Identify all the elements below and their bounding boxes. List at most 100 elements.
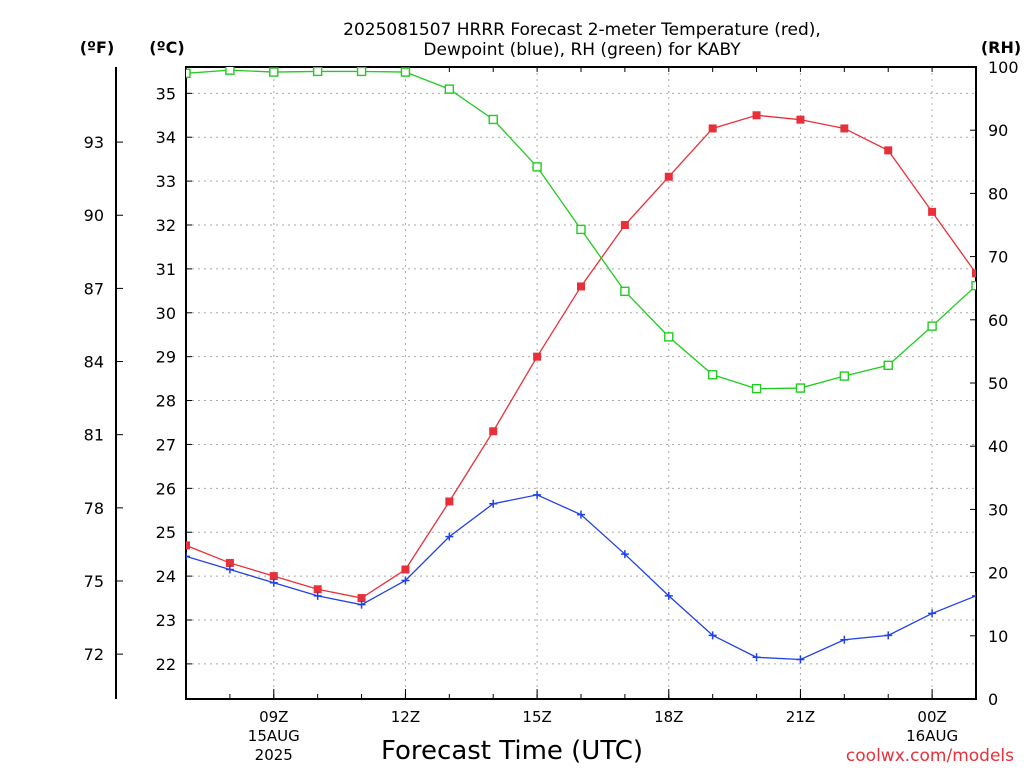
temperature-point [269,572,278,581]
rh-point [488,114,498,125]
rh-point [532,162,542,172]
x-tick-label: 15Z [522,708,551,726]
celsius-tick-label: 31 [156,260,176,279]
rh-point [839,371,850,381]
rh-point [707,370,718,380]
dewpoint-point [357,600,366,609]
temperature-point [577,282,585,291]
temperature-point [796,115,805,124]
rh-point [751,383,762,394]
celsius-tick-label: 29 [156,348,176,367]
dewpoint-point [186,552,190,561]
temperature-point [972,269,976,278]
rh-point [444,84,455,94]
temperature-point [445,497,454,506]
temperature-point [533,352,542,361]
dewpoint-point [972,591,976,600]
rh-point [225,67,235,75]
rh-tick-label: 20 [988,564,1008,583]
fahrenheit-tick-label: 93 [84,133,104,152]
dewpoint-point [752,653,761,662]
rh-point [400,67,411,77]
plot-frame [185,66,977,700]
dewpoint-point [269,578,278,587]
x-tick-label: 18Z [654,708,683,726]
celsius-tick-label: 25 [156,523,176,542]
grid-lines [186,67,976,699]
celsius-tick-label: 28 [156,392,176,411]
dewpoint-point [620,550,629,559]
fahrenheit-tick-label: 87 [84,279,104,298]
celsius-unit-label: (ºC) [149,38,184,57]
fahrenheit-tick-label: 72 [84,645,104,664]
source-credit: coolwx.com/models [846,746,1014,766]
temperature-point [928,207,937,216]
temperature-point [225,558,234,567]
dewpoint-point [928,609,937,618]
temperature-point [313,585,322,594]
dewpoint-point [225,565,234,574]
celsius-tick-label: 27 [156,435,176,454]
dewpoint-point [708,631,717,640]
x-tick-label: 16AUG [906,727,958,745]
rh-tick-label: 80 [988,184,1008,203]
dewpoint-point [840,635,849,644]
rh-point [186,68,191,79]
temperature-line [186,114,976,599]
rh-tick-label: 60 [988,311,1008,330]
temperature-point [620,221,629,229]
rh-tick-label: 100 [988,58,1019,77]
x-tick-label: 12Z [391,708,420,726]
fahrenheit-tick-label: 84 [84,353,104,372]
dewpoint-point [533,490,542,499]
chart-title-line-1: 2025081507 HRRR Forecast 2-meter Tempera… [343,20,821,40]
x-tick-label: 2025 [255,746,293,764]
rh-point [795,383,806,393]
dewpoint-point [577,510,585,519]
rh-point [664,332,674,342]
rh-point [269,67,279,77]
chart-title-line-2: Dewpoint (blue), RH (green) for KABY [423,40,741,60]
celsius-tick-label: 35 [156,84,176,103]
rh-tick-label: 70 [988,248,1008,267]
dewpoint-point [313,591,322,600]
rh-point [312,67,323,77]
temperature-point [186,541,190,550]
temperature-point [708,124,717,133]
celsius-tick-label: 34 [156,128,176,147]
celsius-tick-label: 26 [156,479,176,498]
rh-point [620,286,630,297]
rh-tick-label: 10 [988,627,1008,646]
temperature-point [357,594,366,603]
rh-tick-label: 90 [988,121,1008,140]
celsius-tick-label: 33 [156,172,176,191]
rh-tick-label: 30 [988,500,1008,519]
series-dewpoint [186,490,976,664]
rh-tick-label: 0 [988,690,998,709]
temperature-point [752,111,761,120]
fahrenheit-tick-label: 81 [84,426,104,445]
dewpoint-point [489,499,498,508]
fahrenheit-tick-label: 75 [84,572,104,591]
x-tick-label: 15AUG [248,727,300,745]
rh-tick-label: 50 [988,374,1008,393]
data-series [186,67,976,664]
tick-labels: 22 23 24 25 26 27 28 29 30 31 32 33 34 35 72 75 78 81 84 87… [84,58,1019,764]
temperature-point [489,427,498,436]
x-tick-label: 00Z [917,708,946,726]
rh-point [971,280,976,291]
dewpoint-point [445,532,454,541]
temperature-point [401,565,410,574]
series-temperature [186,111,976,603]
temperature-point [884,146,893,155]
rh-tick-label: 40 [988,437,1008,456]
rh-point [356,67,367,77]
axes [115,66,977,700]
x-axis-label: Forecast Time (UTC) [381,736,643,766]
rh-unit-label: (RH) [981,38,1021,57]
x-tick-label: 21Z [786,708,815,726]
series-rh [186,67,976,394]
dewpoint-point [664,591,673,600]
rh-point [927,321,937,331]
rh-point [576,224,586,235]
